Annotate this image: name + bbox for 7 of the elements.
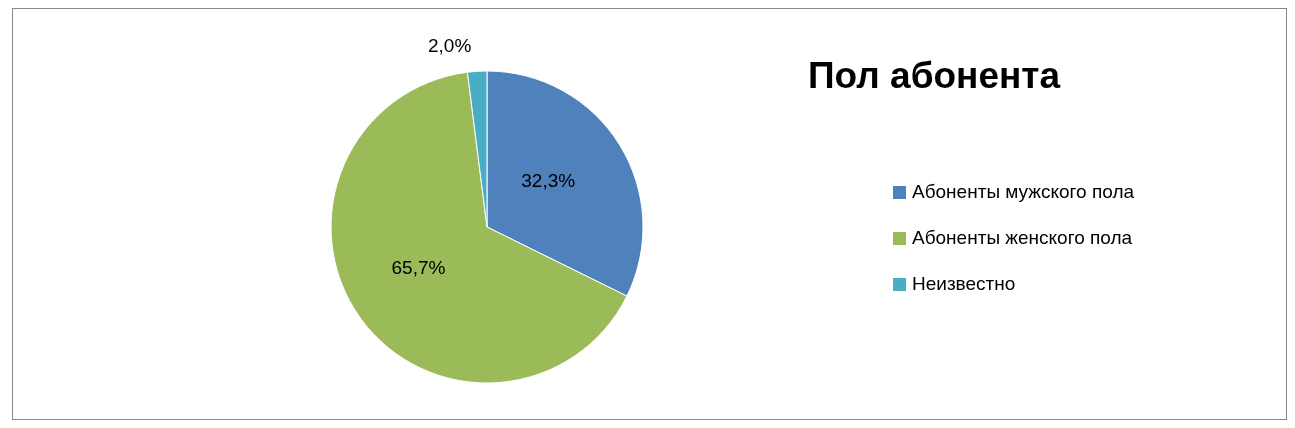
data-label: 65,7% — [391, 256, 446, 278]
legend-label: Неизвестно — [912, 273, 1016, 295]
chart-title: Пол абонента — [808, 55, 1061, 97]
legend-label: Абоненты мужского пола — [912, 181, 1135, 203]
data-label: 32,3% — [521, 170, 576, 192]
legend-label: Абоненты женского пола — [912, 227, 1133, 249]
data-label: 2,0% — [428, 35, 472, 57]
